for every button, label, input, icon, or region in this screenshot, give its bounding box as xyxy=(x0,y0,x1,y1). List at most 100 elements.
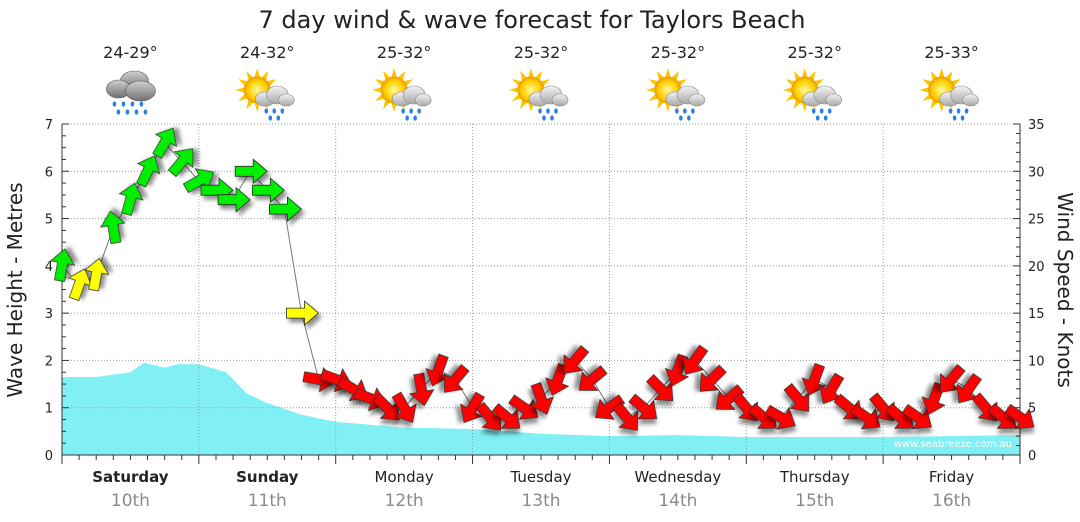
rain-cloud-icon xyxy=(106,70,156,115)
wind-arrow xyxy=(391,391,417,423)
wind-arrow xyxy=(152,127,178,159)
wind-arrow xyxy=(699,364,727,392)
wind-arrow xyxy=(612,401,639,431)
left-tick-label: 2 xyxy=(45,354,53,369)
sun-showers-icon xyxy=(782,68,843,121)
credit-watermark: www.seabreeze.com.au xyxy=(894,439,1012,450)
wind-arrow xyxy=(251,177,285,204)
wind-arrow xyxy=(167,148,194,178)
day-date: 11th xyxy=(248,491,287,511)
temperature-label: 25-32° xyxy=(377,43,432,62)
sun-showers-icon xyxy=(919,68,979,121)
grid xyxy=(62,123,1020,455)
chart-title: 7 day wind & wave forecast for Taylors B… xyxy=(259,6,806,34)
right-tick-label: 30 xyxy=(1028,165,1045,180)
left-tick-label: 7 xyxy=(45,118,53,133)
temperature-labels: 24-29° 24-32° 25-32° 25-32° 25-32° 25-32° 25-3… xyxy=(103,43,979,62)
wind-arrow xyxy=(443,364,470,393)
wind-arrow xyxy=(545,362,570,396)
wind-arrow xyxy=(921,381,946,415)
left-tick-label: 3 xyxy=(45,307,53,322)
wind-arrow xyxy=(49,248,76,283)
sun-showers-icon xyxy=(645,68,706,121)
wind-arrow xyxy=(425,353,450,387)
wind-arrow xyxy=(409,372,435,407)
wind-arrow xyxy=(217,186,251,213)
wind-arrow xyxy=(819,372,845,405)
wind-arrows xyxy=(49,127,1035,431)
wind-arrow xyxy=(286,300,320,326)
left-tick-label: 1 xyxy=(45,402,53,417)
wind-arrow xyxy=(578,365,608,391)
right-tick-label: 5 xyxy=(1028,402,1036,417)
temperature-label: 24-29° xyxy=(103,43,158,62)
right-tick-label: 15 xyxy=(1028,307,1045,322)
right-tick-label: 20 xyxy=(1028,260,1045,275)
day-date: 16th xyxy=(932,491,971,511)
wind-arrow xyxy=(682,344,709,375)
wind-arrow xyxy=(850,403,881,430)
wind-arrow xyxy=(956,373,982,404)
day-labels: Saturday 10th Sunday 11th Monday 12th Tuesday 1… xyxy=(92,468,974,511)
right-tick-label: 10 xyxy=(1028,354,1045,369)
right-axis-title: Wind Speed - Knots xyxy=(1053,192,1077,388)
wind-arrow xyxy=(664,353,690,387)
right-tick-label: 0 xyxy=(1028,449,1036,464)
sun-showers-icon xyxy=(509,68,569,121)
day-date: 14th xyxy=(658,491,697,511)
day-date: 10th xyxy=(111,491,150,511)
wind-arrow xyxy=(268,196,303,222)
left-tick-label: 0 xyxy=(45,449,53,464)
day-name: Sunday xyxy=(236,468,299,486)
day-name: Wednesday xyxy=(634,468,721,486)
left-tick-label: 6 xyxy=(45,165,53,180)
wind-arrow xyxy=(508,394,539,420)
wind-arrow xyxy=(628,393,658,420)
wind-arrow xyxy=(1004,403,1035,430)
wind-arrow xyxy=(764,404,796,430)
axes: 0 1 2 3 4 5 6 7 0 5 10 15 20 25 30 35 xyxy=(45,118,1045,464)
wind-arrow xyxy=(529,381,554,415)
wind-arrow xyxy=(100,210,126,245)
wind-arrow xyxy=(901,403,932,430)
wind-arrow xyxy=(475,401,502,431)
wind-arrow xyxy=(83,257,110,292)
day-name: Tuesday xyxy=(509,468,571,486)
day-name: Saturday xyxy=(92,468,169,486)
wind-arrow xyxy=(801,362,826,396)
wind-arrow xyxy=(491,403,521,429)
left-axis-title: Wave Height - Metres xyxy=(3,182,27,397)
temperature-label: 25-33° xyxy=(924,43,979,62)
temperature-label: 25-32° xyxy=(651,43,706,62)
wave-height-fill xyxy=(62,362,1020,455)
wave-height-area xyxy=(62,362,1020,455)
wind-arrow xyxy=(118,182,144,216)
right-tick-label: 35 xyxy=(1028,118,1045,133)
wind-arrow xyxy=(460,391,485,423)
wind-arrow xyxy=(715,384,745,410)
wind-arrow xyxy=(594,394,626,420)
temperature-label: 24-32° xyxy=(240,43,295,62)
sun-showers-icon xyxy=(235,68,295,121)
temperature-label: 25-32° xyxy=(514,43,569,62)
day-name: Thursday xyxy=(779,468,850,486)
day-name: Friday xyxy=(929,468,975,486)
wind-arrow xyxy=(783,383,810,412)
wind-arrow xyxy=(67,268,93,302)
day-name: Monday xyxy=(375,468,434,486)
wind-arrow xyxy=(372,392,400,421)
left-tick-label: 5 xyxy=(45,213,53,228)
wind-arrow xyxy=(563,345,590,374)
day-date: 13th xyxy=(521,491,560,511)
wind-arrow xyxy=(646,374,674,402)
temperature-label: 25-32° xyxy=(787,43,842,62)
wind-arrow xyxy=(136,155,161,188)
right-tick-label: 25 xyxy=(1028,213,1045,228)
weather-icons xyxy=(106,68,979,121)
wind-arrow xyxy=(940,364,966,393)
day-date: 12th xyxy=(385,491,424,511)
day-date: 15th xyxy=(795,491,834,511)
wind-arrow xyxy=(234,158,268,185)
left-tick-label: 4 xyxy=(45,260,53,275)
